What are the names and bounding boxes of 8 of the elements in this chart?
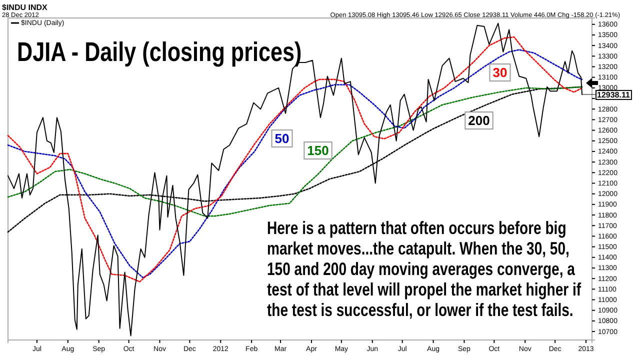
series-label: 50 xyxy=(274,131,290,146)
text: $INDU INDX xyxy=(2,3,48,12)
text: DJIA - Daily (closing prices) xyxy=(17,38,302,68)
series-label: 150 xyxy=(307,143,329,158)
annotation: Here is a pattern that often occurs before big market moves...the catapult. When the 30, 50, 150 and 200 day moving averages converge, a test of that level will propel the market higher if the test is successful, or lower if the test fails. xyxy=(267,218,582,320)
series-label: 30 xyxy=(492,65,508,80)
annotation: 12938.11 xyxy=(597,90,630,100)
series-label: 200 xyxy=(468,113,490,128)
